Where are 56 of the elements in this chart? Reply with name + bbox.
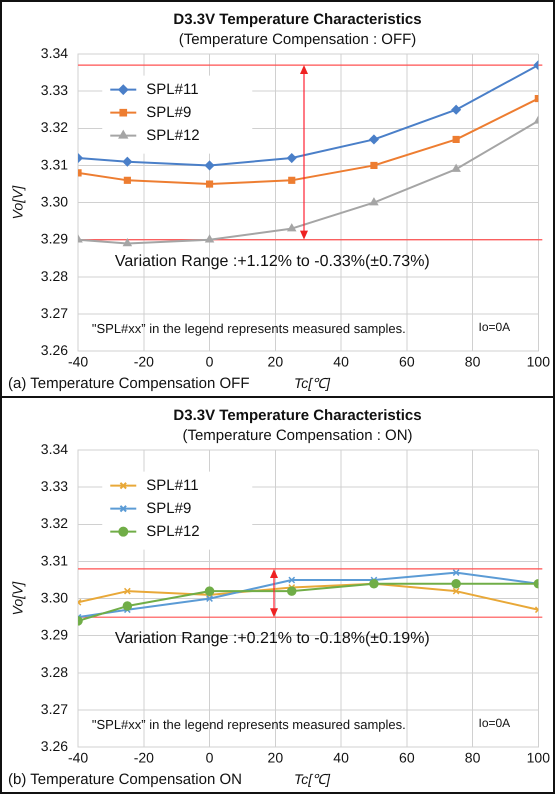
- chart-subtitle: (Temperature Compensation : ON): [182, 427, 413, 444]
- y-tick-label: 3.34: [40, 440, 68, 457]
- x-tick-label: 0: [206, 353, 214, 370]
- x-tick-label: 40: [333, 353, 350, 370]
- x-tick-label: -20: [134, 353, 154, 370]
- x-tick-label: 100: [526, 353, 550, 370]
- annotation: Variation Range :+0.21% to -0.18%(±0.19%): [114, 630, 430, 648]
- annotation: Variation Range :+1.12% to -0.33%(±0.73%): [114, 252, 430, 270]
- y-axis-title: Vo[V]: [9, 184, 26, 220]
- annotation: "SPL#xx” in the legend represents measured samples.: [92, 717, 406, 732]
- y-tick-label: 3.30: [40, 193, 68, 210]
- legend-label: SPL#9: [146, 104, 192, 121]
- y-tick-label: 3.27: [40, 700, 68, 717]
- x-tick-label: 0: [206, 749, 214, 766]
- text: (a) Temperature Compensation OFF: [8, 375, 250, 392]
- x-tick-label: -20: [134, 749, 154, 766]
- y-tick-label: 3.32: [40, 515, 68, 532]
- y-tick-label: 3.30: [40, 589, 68, 606]
- x-tick-label: 20: [268, 749, 284, 766]
- chart-subtitle: (Temperature Compensation : OFF): [178, 31, 416, 48]
- y-tick-label: 3.26: [40, 738, 68, 754]
- annotation: "SPL#xx” in the legend represents measured samples.: [92, 321, 406, 336]
- x-tick-label: 60: [399, 353, 415, 370]
- x-tick-label: -40: [68, 749, 88, 766]
- y-tick-label: 3.29: [40, 230, 68, 247]
- legend-label: SPL#12: [146, 522, 200, 540]
- chart-title: D3.3V Temperature Characteristics: [173, 407, 422, 424]
- legend-label: SPL#11: [146, 476, 199, 494]
- y-tick-label: 3.32: [40, 119, 68, 136]
- y-tick-label: 3.27: [40, 304, 68, 321]
- y-tick-label: 3.26: [40, 342, 68, 358]
- legend-label: SPL#12: [146, 126, 200, 144]
- y-tick-label: 3.28: [40, 268, 68, 284]
- y-tick-label: 3.34: [40, 44, 68, 61]
- legend-label: SPL#11: [146, 80, 199, 98]
- legend-label: SPL#9: [146, 500, 192, 517]
- x-tick-label: -40: [68, 353, 88, 370]
- chart-title: D3.3V Temperature Characteristics: [173, 11, 422, 28]
- y-tick-label: 3.29: [40, 626, 68, 643]
- y-axis-title: Vo[V]: [9, 580, 26, 616]
- y-tick-label: 3.31: [40, 156, 68, 172]
- x-tick-label: 20: [268, 353, 284, 370]
- x-tick-label: 60: [399, 749, 415, 766]
- y-tick-label: 3.28: [40, 664, 68, 680]
- x-tick-label: 80: [464, 749, 481, 766]
- text: (b) Temperature Compensation ON: [8, 771, 242, 788]
- y-tick-label: 3.31: [40, 552, 68, 568]
- x-axis-title: Tc[℃]: [294, 375, 332, 391]
- y-tick-label: 3.33: [40, 82, 68, 98]
- x-axis-title: Tc[℃]: [294, 771, 332, 787]
- annotation: Io=0A: [478, 716, 510, 730]
- x-tick-label: 80: [464, 353, 481, 370]
- x-tick-label: 100: [526, 749, 550, 766]
- x-tick-label: 40: [333, 749, 350, 766]
- y-tick-label: 3.33: [40, 478, 68, 494]
- annotation: Io=0A: [478, 320, 510, 334]
